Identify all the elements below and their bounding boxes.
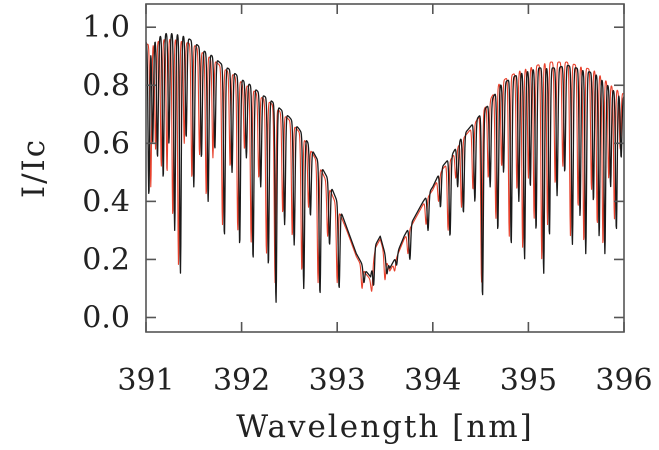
x-axis: 391 392 393 394 395 396 <box>117 4 653 398</box>
x-axis-title: Wavelength [nm] <box>236 409 533 445</box>
x-tick-label: 395 <box>500 363 557 398</box>
x-tick-label: 396 <box>595 363 652 398</box>
x-tick-label: 393 <box>309 363 366 398</box>
y-tick-label: 0.2 <box>82 242 130 277</box>
y-tick-label: 0.4 <box>82 184 130 219</box>
x-tick-label: 392 <box>213 363 270 398</box>
series-line-1 <box>145 38 625 292</box>
y-axis-title: I/Ic <box>16 138 52 198</box>
y-axis: 0.0 0.2 0.4 0.6 0.8 1.0 <box>82 10 624 335</box>
y-tick-label: 0.8 <box>82 68 130 103</box>
y-tick-label: 0.0 <box>82 300 130 335</box>
series-line-0 <box>145 32 625 303</box>
x-tick-label: 394 <box>404 363 461 398</box>
plot-frame <box>145 3 625 333</box>
series-layer <box>145 32 625 303</box>
y-tick-label: 0.6 <box>82 126 130 161</box>
y-tick-label: 1.0 <box>82 10 130 45</box>
x-tick-label: 391 <box>117 363 174 398</box>
